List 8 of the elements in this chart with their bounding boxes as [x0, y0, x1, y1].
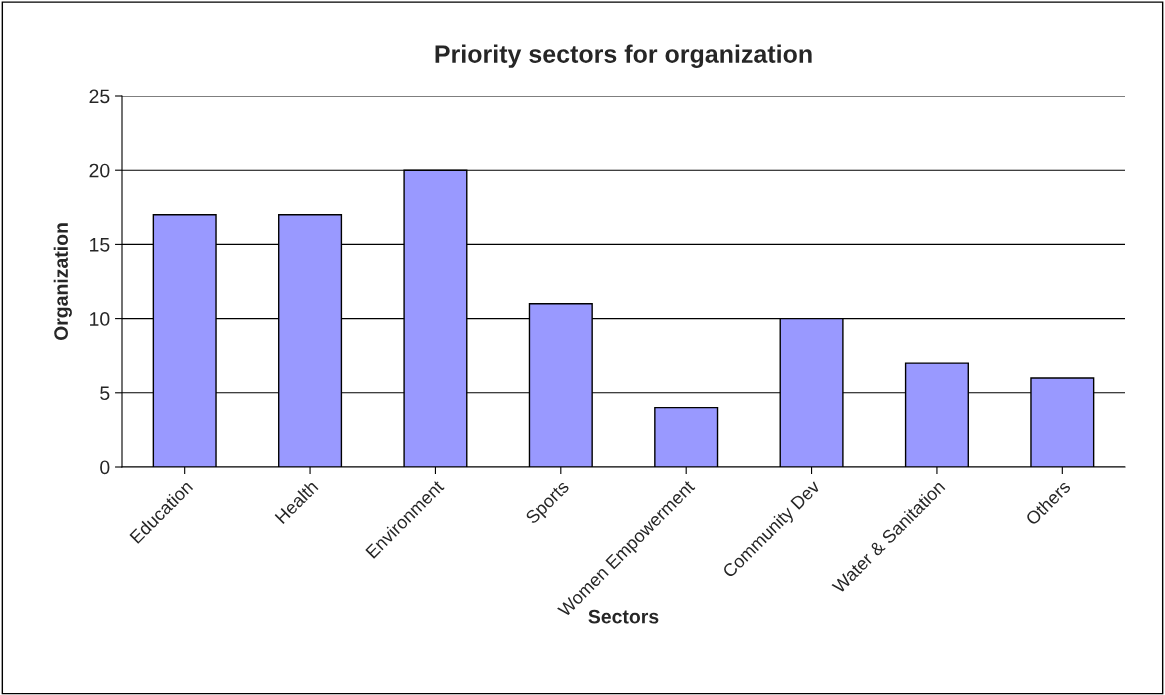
y-tick-label: 10 — [90, 312, 110, 326]
y-tick-label: 15 — [90, 238, 110, 252]
y-tick-label: 25 — [89, 89, 110, 104]
y-tick-label: 5 — [100, 386, 110, 401]
y-tick-label: 20 — [89, 163, 110, 178]
y-tick-label: 0 — [100, 460, 110, 475]
chart-title: Priority sectors for organization — [435, 44, 812, 68]
y-axis-title: Organization — [53, 223, 72, 341]
